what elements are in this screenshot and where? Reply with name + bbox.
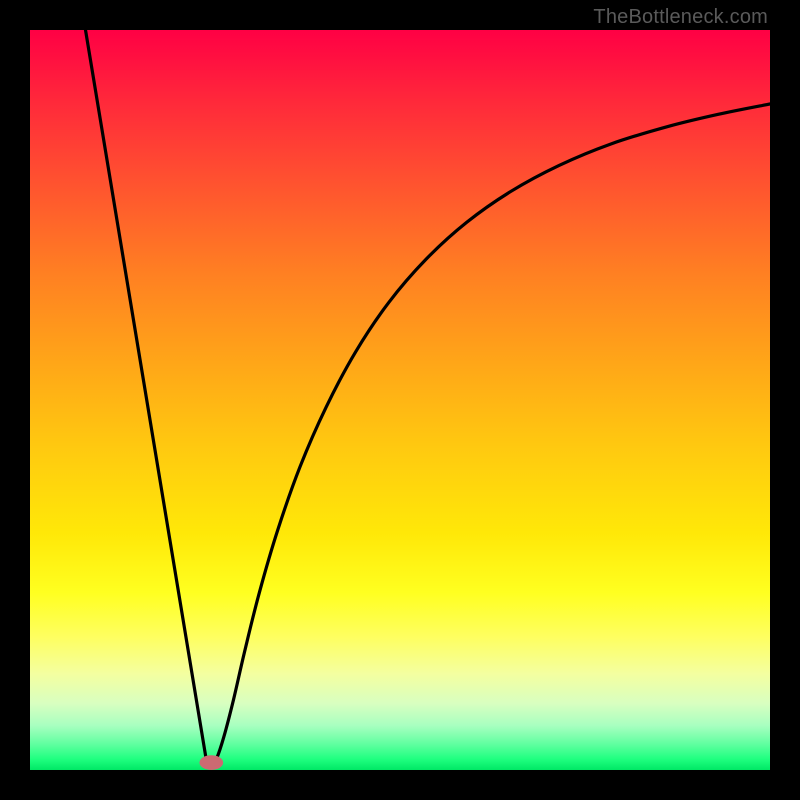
figure-container: TheBottleneck.com — [0, 0, 800, 800]
bottleneck-curve — [86, 30, 771, 766]
watermark-text: TheBottleneck.com — [593, 6, 768, 29]
plot-area — [30, 30, 770, 770]
curve-layer — [30, 30, 770, 770]
minimum-marker — [199, 755, 223, 770]
